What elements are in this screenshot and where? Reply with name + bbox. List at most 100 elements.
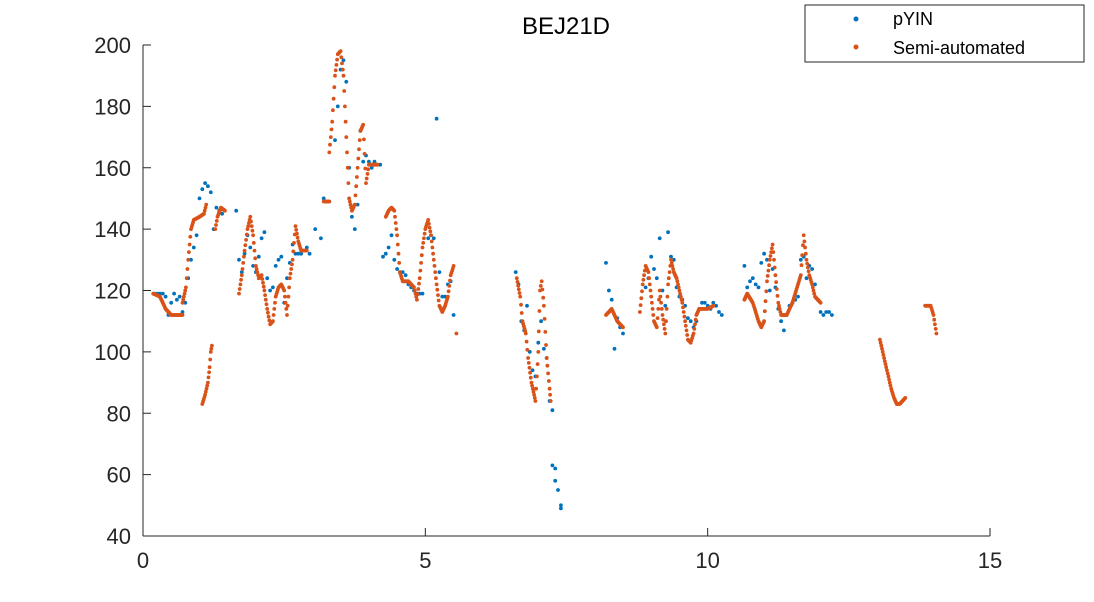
y-tick-label: 140 [94,217,131,242]
pyin-point [660,288,665,293]
pyin-point [810,267,814,271]
semi-automated-point [187,250,191,255]
semi-automated-point [329,127,334,132]
semi-automated-point [185,267,190,271]
semi-automated-point [775,294,780,298]
semi-automated-point [765,279,769,284]
semi-automated-point [878,340,883,345]
pyin-point [437,270,442,274]
semi-automated-point [533,399,538,403]
semi-automated-point [260,277,265,281]
semi-automated-point [347,196,351,201]
pyin-point [251,264,256,268]
semi-automated-point [338,49,343,53]
pyin-point [206,184,210,189]
semi-automated-point [647,282,652,287]
semi-automated-point [261,284,266,289]
semi-automated-point [658,294,663,299]
semi-automated-point [650,300,654,305]
pyin-point [765,257,769,262]
semi-automated-point [250,228,255,233]
semi-automated-point [810,285,815,290]
semi-automated-point [434,282,439,287]
pyin-point [804,276,809,281]
pyin-point [609,297,614,302]
semi-automated-point [343,119,348,124]
semi-automated-point [284,307,289,311]
semi-automated-point [394,227,399,232]
semi-automated-point [903,396,908,400]
semi-automated-point [397,261,402,265]
semi-automated-point [535,362,540,366]
semi-automated-point [355,175,359,179]
semi-automated-point [543,330,548,334]
semi-automated-point [429,239,434,244]
semi-automated-point [669,257,673,262]
semi-automated-point [355,165,360,170]
pyin-point [431,236,436,241]
pyin-point [248,245,253,250]
semi-automated-point [266,314,271,319]
semi-automated-point [246,224,251,229]
pyin-point [440,294,445,299]
semi-automated-point [188,234,193,239]
semi-automated-point [419,261,423,265]
semi-automated-point [203,205,208,210]
semi-automated-point [448,278,452,283]
semi-automated-point [537,309,542,313]
semi-automated-point [419,253,424,258]
pyin-point [796,294,800,299]
chart-title: BEJ21D [522,13,610,40]
pyin-point [553,478,558,483]
pyin-point [381,254,385,259]
pyin-point [276,257,281,262]
pyin-point [160,291,165,296]
pyin-point [256,254,261,259]
semi-automated-point [773,273,778,278]
pyin-point [361,159,366,164]
semi-automated-point [208,350,213,354]
semi-automated-point [180,300,185,305]
semi-automated-point [528,375,533,380]
semi-automated-point [364,181,368,186]
semi-automated-point [430,245,435,250]
pyin-point [403,273,408,278]
semi-automated-point [693,322,697,327]
x-tick-label: 5 [419,548,431,573]
pyin-point [426,236,431,241]
semi-automated-point [420,245,425,250]
semi-automated-point [184,285,188,290]
semi-automated-point [770,246,774,251]
y-tick-label: 40 [107,524,131,549]
semi-automated-point [262,288,267,293]
semi-automated-point [527,365,532,370]
semi-automated-point [883,362,888,366]
semi-automated-point [330,119,335,124]
semi-automated-point [662,322,666,327]
semi-automated-point [692,327,697,331]
semi-automated-point [429,233,433,238]
semi-automated-point [516,283,521,288]
pyin-point [621,331,625,336]
semi-automated-point [763,299,768,304]
semi-automated-point [671,267,675,271]
semi-automated-point [878,337,882,342]
pyin-point [798,257,803,262]
pyin-point [824,310,829,314]
semi-automated-point [251,233,256,238]
pyin-point [530,368,535,373]
semi-automated-point [530,386,535,391]
semi-automated-point [392,208,397,213]
semi-automated-point [242,248,247,253]
semi-automated-point [638,303,643,307]
semi-automated-point [932,317,937,322]
semi-automated-point [412,288,417,293]
semi-automated-point [548,399,553,403]
semi-automated-point [933,322,937,327]
semi-automated-point [674,276,679,281]
semi-automated-point [205,383,210,388]
pyin-point [285,276,289,281]
semi-automated-point [519,302,523,307]
semi-automated-point [422,231,427,236]
